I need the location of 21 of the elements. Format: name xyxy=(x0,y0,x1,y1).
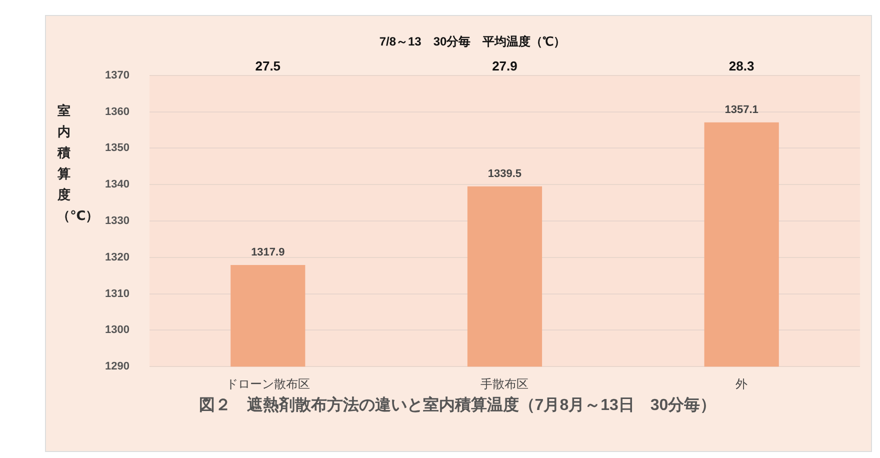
y-tick-label: 1370 xyxy=(104,69,130,82)
text: 28.3 xyxy=(728,58,754,74)
data-label: 1317.9 xyxy=(251,246,285,259)
y-tick-label: 1360 xyxy=(104,106,130,118)
text: 27.9 xyxy=(492,58,518,74)
y-tick-label: 1290 xyxy=(104,360,130,373)
y-tick-label: 1310 xyxy=(104,288,130,300)
x-tick-label: ドローン散布区 xyxy=(226,377,310,392)
y-tick-label: 1330 xyxy=(104,215,130,228)
y-tick-label: 1300 xyxy=(104,324,130,336)
x-tick-label: 手散布区 xyxy=(480,377,529,392)
y-tick-label: 1320 xyxy=(104,251,130,264)
y-tick-label: 1340 xyxy=(104,178,130,191)
text: 27.5 xyxy=(255,58,281,74)
caption: 図２ 遮熱剤散布方法の違いと室内積算温度（7月8月～13日 30分毎） xyxy=(198,395,718,416)
x-tick-label: 外 xyxy=(736,377,748,392)
data-label: 1357.1 xyxy=(724,104,758,116)
y-tick-label: 1350 xyxy=(104,142,130,154)
y-axis-title: 室内積算度（℃） xyxy=(57,102,99,225)
chart-title: 7/8～13 30分毎 平均温度（℃） xyxy=(379,34,566,49)
data-label: 1339.5 xyxy=(488,168,522,180)
